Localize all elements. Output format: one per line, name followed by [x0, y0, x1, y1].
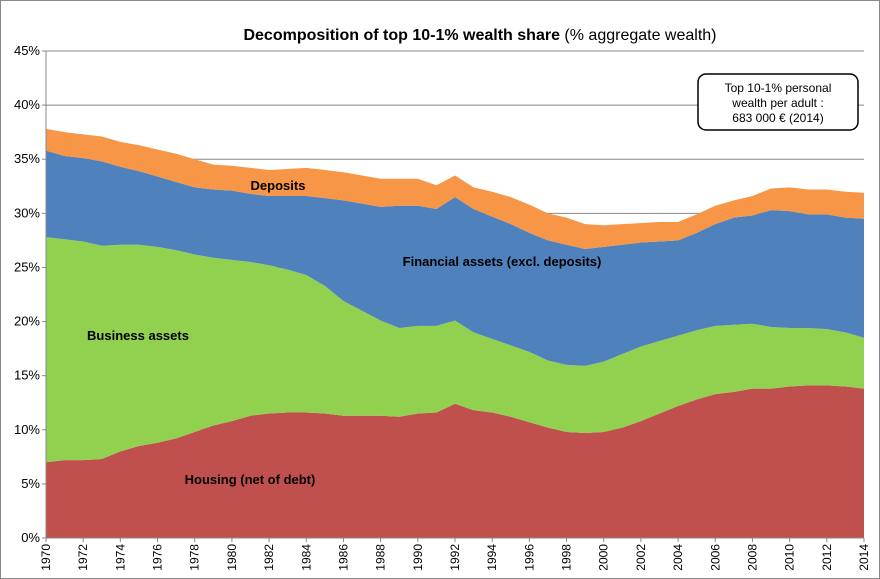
x-tick-label: 1996: [522, 544, 536, 571]
y-tick-label: 15%: [14, 368, 40, 383]
y-tick-label: 30%: [14, 205, 40, 220]
x-tick-label: 1994: [485, 544, 499, 571]
x-tick-label: 1982: [262, 544, 276, 571]
series-label: Deposits: [251, 178, 306, 193]
x-tick-label: 1990: [411, 544, 425, 571]
y-tick-label: 35%: [14, 151, 40, 166]
y-tick-label: 40%: [14, 97, 40, 112]
y-tick-label: 10%: [14, 422, 40, 437]
y-tick-label: 45%: [14, 43, 40, 58]
x-tick-label: 1972: [76, 544, 90, 571]
area: [46, 128, 864, 250]
series-label: Business assets: [87, 328, 189, 343]
x-tick-label: 2014: [857, 544, 871, 571]
x-tick-label: 2008: [745, 544, 759, 571]
series-label: Housing (net of debt): [185, 472, 316, 487]
x-tick-label: 2010: [783, 544, 797, 571]
x-tick-label: 2002: [634, 544, 648, 571]
annotation-box: [697, 73, 859, 131]
x-tick-label: 1970: [39, 544, 53, 571]
y-tick-label: 5%: [21, 476, 40, 491]
x-tick-label: 1974: [113, 544, 127, 571]
x-tick-label: 2004: [671, 544, 685, 571]
x-tick-label: 1988: [374, 544, 388, 571]
x-tick-label: 1998: [560, 544, 574, 571]
x-tick-label: 1986: [336, 544, 350, 571]
x-tick-label: 2000: [597, 544, 611, 571]
chart-title: Decomposition of top 10-1% wealth share: [243, 27, 560, 44]
chart-title-line: Decomposition of top 10-1% wealth share …: [243, 27, 716, 44]
x-tick-label: 1976: [151, 544, 165, 571]
chart-subtitle: (% aggregate wealth): [564, 27, 716, 44]
x-tick-label: 1992: [448, 544, 462, 571]
y-tick-label: 20%: [14, 314, 40, 329]
x-tick-label: 2012: [820, 544, 834, 571]
x-tick-label: 2006: [708, 544, 722, 571]
y-tick-label: 0%: [21, 530, 40, 545]
annotation-text: wealth per adult :: [731, 96, 823, 110]
x-tick-label: 1978: [188, 544, 202, 571]
series-label: Financial assets (excl. deposits): [403, 254, 602, 269]
x-tick-label: 1980: [225, 544, 239, 571]
x-tick-label: 1984: [299, 544, 313, 571]
y-tick-label: 25%: [14, 259, 40, 274]
annotation-text: 683 000 € (2014): [732, 111, 823, 125]
annotation-text: Top 10-1% personal: [725, 81, 832, 95]
area: [46, 385, 864, 538]
area: [46, 237, 864, 463]
area: [46, 150, 864, 366]
